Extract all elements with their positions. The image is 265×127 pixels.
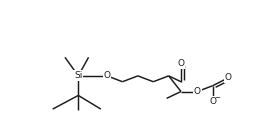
Text: O: O [225, 73, 232, 82]
Text: O: O [104, 71, 111, 80]
Text: O: O [209, 97, 216, 106]
Text: O: O [194, 87, 201, 96]
Text: Si: Si [74, 71, 82, 80]
Text: O: O [209, 97, 216, 106]
Text: O: O [178, 59, 184, 68]
Text: −: − [214, 95, 220, 101]
